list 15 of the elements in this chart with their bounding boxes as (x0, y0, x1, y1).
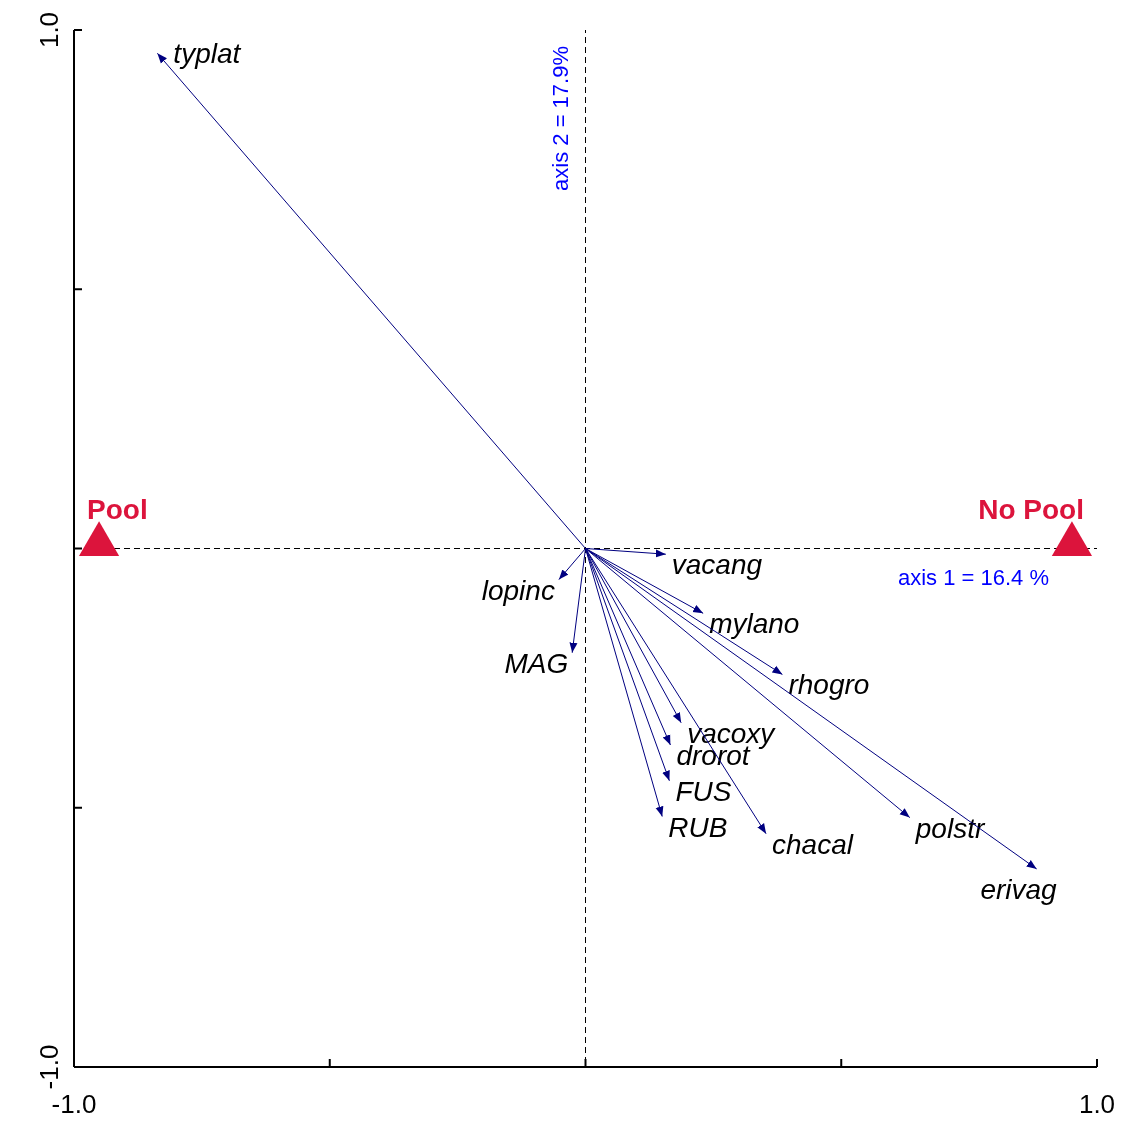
series-label: erivag (980, 873, 1058, 905)
series-label: RUB (668, 811, 728, 843)
series-label: MAG (504, 647, 569, 679)
y-axis-title: axis 2 = 17.9% (547, 46, 573, 191)
series-label: Pool (87, 493, 148, 525)
x-axis-title: axis 1 = 16.4 % (897, 564, 1049, 590)
series-label: vacang (671, 549, 763, 581)
series-label: rhogro (788, 669, 870, 701)
series-label: mylano (709, 608, 800, 640)
series-label: polstr (914, 812, 986, 844)
series-label: FUS (675, 775, 732, 807)
series-label: lopinc (481, 574, 555, 606)
series-label: typlat (173, 38, 242, 70)
series-label: chacal (772, 828, 854, 860)
series-label: No Pool (978, 493, 1084, 525)
